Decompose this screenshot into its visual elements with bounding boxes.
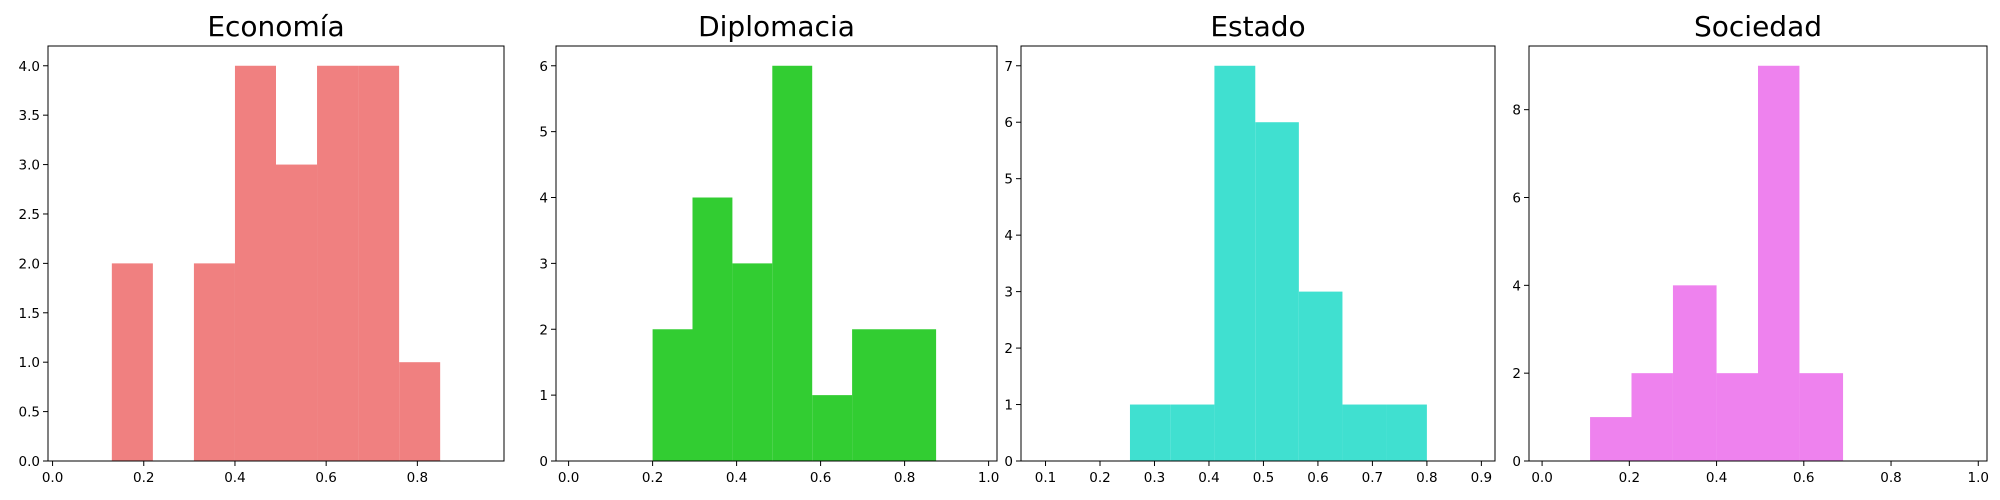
x-tick-label: 0.6 — [1793, 470, 1814, 486]
y-tick-label: 2.5 — [19, 207, 40, 223]
histogram-bar — [892, 329, 937, 461]
axes-frame — [47, 45, 505, 462]
x-tick-label: 0.4 — [1198, 470, 1219, 486]
x-tick-label: 0.8 — [1416, 470, 1437, 486]
histogram-bar — [1631, 373, 1673, 461]
x-tick-label: 0.4 — [1706, 470, 1727, 486]
y-tick-label: 1 — [539, 388, 548, 404]
histogram-bar — [732, 263, 773, 461]
panel-estado: 0.1 0.2 0.3 0.4 0.5 0.6 0.7 0.8 0.9 0 1 2 3 4 5 6 7 Estad… — [1004, 10, 1496, 486]
histogram-bar — [772, 65, 813, 461]
x-tick-label: 0.8 — [1880, 470, 1901, 486]
y-tick-label: 3 — [539, 256, 548, 272]
panel-sociedad: 0.0 0.2 0.4 0.6 0.8 1.0 0 2 4 6 8 Sociedad — [1512, 10, 1989, 486]
y-tick-label: 0 — [1512, 454, 1521, 470]
histogram-bar — [1386, 404, 1427, 461]
x-tick-label: 0.1 — [1035, 470, 1056, 486]
x-tick-label: 0.6 — [810, 470, 831, 486]
y-tick-label: 0.0 — [19, 454, 40, 470]
x-tick-label: 1.0 — [1968, 470, 1989, 486]
chart-title: Sociedad — [1694, 10, 1822, 43]
y-tick-label: 3 — [1004, 285, 1013, 301]
panel-economía: 0.0 0.2 0.4 0.6 0.8 0.0 0.5 1.0 1.5 2.0 2.5 3.0 3.5 4… — [19, 10, 505, 486]
histogram-bar — [812, 395, 853, 461]
axes-frame — [1020, 45, 1496, 462]
y-tick-label: 1.0 — [19, 355, 40, 371]
histogram-bar — [1342, 404, 1387, 461]
histogram-bar — [1758, 65, 1800, 461]
y-tick-label: 0 — [539, 454, 548, 470]
y-tick-label: 2 — [1004, 341, 1013, 357]
histogram-bar — [1716, 373, 1758, 461]
histogram-bar — [1214, 65, 1256, 461]
y-tick-label: 4 — [1512, 278, 1521, 294]
y-tick-label: 4 — [539, 191, 548, 207]
histogram-bar — [1255, 122, 1299, 461]
axes-frame — [1528, 45, 1988, 462]
x-tick-label: 0.7 — [1362, 470, 1383, 486]
x-tick-label: 0.9 — [1471, 470, 1492, 486]
histogram-bar — [358, 65, 400, 461]
x-tick-label: 0.8 — [407, 470, 428, 486]
y-tick-label: 1.5 — [19, 306, 40, 322]
histogram-bar — [652, 329, 693, 461]
histogram-bar — [399, 362, 441, 461]
y-tick-label: 6 — [1512, 191, 1521, 207]
y-tick-label: 3.0 — [19, 158, 40, 174]
x-tick-label: 0.6 — [315, 470, 336, 486]
y-tick-label: 3.5 — [19, 108, 40, 124]
histogram-bar — [193, 263, 235, 461]
x-tick-label: 0.2 — [1619, 470, 1640, 486]
y-tick-label: 7 — [1004, 59, 1013, 75]
axes-frame — [555, 45, 998, 462]
x-tick-label: 0.6 — [1307, 470, 1328, 486]
x-tick-label: 0.3 — [1144, 470, 1165, 486]
histogram-bar — [692, 197, 733, 461]
x-tick-label: 0.0 — [1531, 470, 1552, 486]
y-tick-label: 0.5 — [19, 405, 40, 421]
x-tick-label: 0.0 — [42, 470, 63, 486]
y-tick-label: 0 — [1004, 454, 1013, 470]
x-tick-label: 0.2 — [133, 470, 154, 486]
y-tick-label: 6 — [539, 59, 548, 75]
chart-title: Diplomacia — [698, 10, 855, 43]
x-tick-label: 0.4 — [726, 470, 747, 486]
histogram-bar — [1170, 404, 1215, 461]
y-tick-label: 5 — [539, 125, 548, 141]
histogram-bar — [111, 263, 153, 461]
histogram-bar — [234, 65, 276, 461]
x-tick-label: 1.0 — [978, 470, 999, 486]
y-tick-label: 2.0 — [19, 256, 40, 272]
y-tick-label: 2 — [1512, 366, 1521, 382]
histogram-bar — [1129, 404, 1171, 461]
histogram-bar — [1590, 417, 1632, 461]
histogram-bar — [852, 329, 892, 461]
y-tick-label: 4 — [1004, 228, 1013, 244]
y-tick-label: 1 — [1004, 398, 1013, 414]
y-tick-label: 8 — [1512, 103, 1521, 119]
y-tick-label: 2 — [539, 322, 548, 338]
histogram-bar — [317, 65, 359, 461]
x-tick-label: 0.0 — [558, 470, 579, 486]
y-tick-label: 6 — [1004, 115, 1013, 131]
histogram-bar — [276, 164, 318, 462]
y-tick-label: 5 — [1004, 172, 1013, 188]
x-tick-label: 0.5 — [1253, 470, 1274, 486]
histogram-bar — [1672, 285, 1717, 461]
x-tick-label: 0.2 — [642, 470, 663, 486]
y-tick-label: 4.0 — [19, 59, 40, 75]
chart-title: Economía — [207, 10, 344, 43]
histogram-bar — [1298, 291, 1343, 461]
chart-title: Estado — [1210, 10, 1305, 43]
panel-diplomacia: 0.0 0.2 0.4 0.6 0.8 1.0 0 1 2 3 4 5 6 Diplomacia — [539, 10, 999, 486]
x-tick-label: 0.4 — [224, 470, 245, 486]
x-tick-label: 0.2 — [1089, 470, 1110, 486]
x-tick-label: 0.8 — [894, 470, 915, 486]
histogram-bar — [1799, 373, 1844, 461]
